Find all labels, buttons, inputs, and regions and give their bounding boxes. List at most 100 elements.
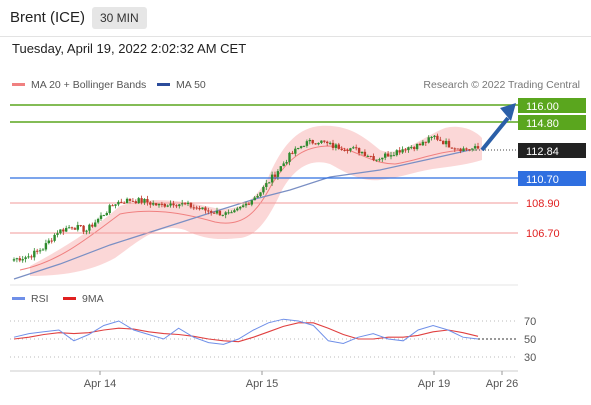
candle-body [44,243,48,250]
x-label-apr19: Apr 19 [418,378,450,390]
candle-body [389,155,393,157]
candle-body [453,148,456,150]
rsi-tick-30: 30 [524,352,536,364]
candle-body [326,141,329,144]
candle-body [250,200,253,205]
candle-body [12,259,16,261]
candle-body [244,203,248,206]
candle-body [372,155,375,161]
candle-body [398,150,401,153]
legend-rsi: RSI [12,293,49,305]
candle-body [450,147,454,149]
candle-body [291,152,294,154]
rsi-ma-line [13,322,479,343]
candle-body [73,228,77,230]
candle-body [410,147,413,149]
rsi-ma-swatch [63,296,76,300]
level-tag-114-80-text: 114.80 [526,118,559,130]
candle-body [79,225,82,227]
candle-body [239,206,242,209]
candle-body [157,203,161,206]
candle-body [189,202,193,208]
legend-ma50-label: MA 50 [176,79,206,91]
candle-body [340,148,343,150]
candle-body [439,139,442,141]
level-tag-110-70-text: 110.70 [526,174,559,186]
candle-body [204,207,207,211]
candle-body [317,142,320,145]
candle-body [38,250,42,252]
x-label-apr15: Apr 15 [246,378,278,390]
candle-body [447,140,451,148]
candle-body [146,198,149,203]
candle-body [76,225,79,230]
candle-body [442,140,445,145]
forecast-arrow [480,116,510,152]
datetime-label: Tuesday, April 19, 2022 2:02:32 AM CET [12,41,247,56]
candle-body [360,151,364,154]
candle-body [227,212,230,214]
candle-body [418,143,422,146]
candle-body [123,202,126,204]
level-label-108-90: 108.90 [526,198,560,210]
candle-body [421,141,425,146]
candle-body [134,201,137,204]
candle-body [186,202,190,205]
candle-body [198,207,201,210]
candle-body [369,155,372,157]
candle-body [50,240,53,242]
timeframe-badge[interactable]: 30 MIN [92,7,147,29]
candle-body [172,203,175,206]
candle-body [108,205,111,214]
candle-body [314,143,317,145]
candle-body [233,210,236,213]
candle-body [143,198,146,203]
candle-body [221,214,224,216]
candle-body [154,203,158,206]
candle-body [47,240,50,244]
candle-body [320,140,323,143]
candle-body [24,257,27,260]
candle-body [305,141,309,146]
candle-body [105,213,108,216]
legend-rsi-ma-label: 9MA [82,293,104,305]
candle-body [424,141,427,143]
candle-body [352,147,355,149]
candle-body [270,174,274,183]
candle-body [163,203,166,207]
candle-body [471,148,474,150]
candle-body [407,147,410,151]
candle-body [125,198,129,204]
candle-body [207,210,210,212]
ma20-line [19,145,471,271]
candle-body [476,146,480,149]
candle-body [299,146,303,148]
candle-body [386,153,390,157]
candle-body [294,148,297,154]
candle-body [444,140,448,145]
candle-body [331,142,335,148]
candle-body [363,151,367,156]
candle-body [131,200,135,202]
candle-body [337,144,340,149]
legend-ma20: MA 20 + Bollinger Bands [12,79,146,91]
candle-body [149,202,152,205]
candle-body [114,204,117,206]
candle-body [279,166,282,172]
candle-body [59,229,62,234]
level-tag-116: 116.00 [518,98,586,113]
instrument-title: Brent (ICE) [10,9,86,26]
candle-body [181,203,184,205]
candle-body [456,148,459,150]
candle-body [262,186,265,193]
candle-body [381,157,384,160]
candle-body [102,215,106,217]
rsi-tick-50: 50 [524,334,536,346]
candle-body [404,149,407,151]
candle-body [241,205,245,207]
candle-body [41,249,45,251]
level-tag-112-84-text: 112.84 [526,146,559,158]
legend-ma20-label: MA 20 + Bollinger Bands [31,79,147,91]
candle-body [30,256,33,258]
